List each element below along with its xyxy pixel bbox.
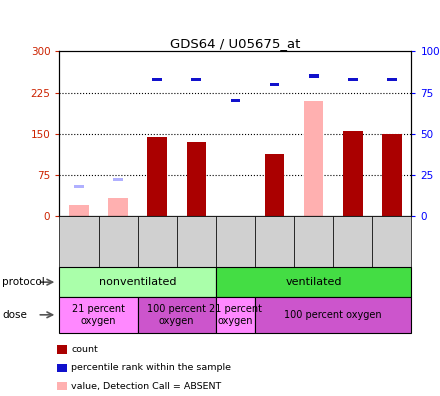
Bar <box>309 74 319 78</box>
Text: percentile rank within the sample: percentile rank within the sample <box>71 364 231 372</box>
Bar <box>270 83 279 86</box>
Bar <box>147 137 167 216</box>
Text: count: count <box>71 345 98 354</box>
Bar <box>309 74 319 78</box>
Text: 100 percent oxygen: 100 percent oxygen <box>284 310 382 320</box>
Bar <box>113 178 123 181</box>
Bar <box>265 154 284 216</box>
Bar <box>231 99 240 103</box>
Text: 21 percent
oxygen: 21 percent oxygen <box>72 304 125 326</box>
Bar <box>187 142 206 216</box>
Text: nonventilated: nonventilated <box>99 277 176 287</box>
Bar <box>69 205 89 216</box>
Bar <box>74 185 84 188</box>
Bar <box>382 133 402 216</box>
Text: value, Detection Call = ABSENT: value, Detection Call = ABSENT <box>71 382 221 390</box>
Text: ventilated: ventilated <box>286 277 342 287</box>
Bar <box>304 101 323 216</box>
Bar <box>191 78 201 81</box>
Bar <box>108 198 128 216</box>
Text: dose: dose <box>2 310 27 320</box>
Text: 21 percent
oxygen: 21 percent oxygen <box>209 304 262 326</box>
Title: GDS64 / U05675_at: GDS64 / U05675_at <box>170 37 301 50</box>
Bar <box>387 78 397 81</box>
Bar <box>152 78 162 81</box>
Bar <box>343 131 363 216</box>
Text: 100 percent
oxygen: 100 percent oxygen <box>147 304 206 326</box>
Bar <box>348 78 358 81</box>
Text: protocol: protocol <box>2 277 45 287</box>
